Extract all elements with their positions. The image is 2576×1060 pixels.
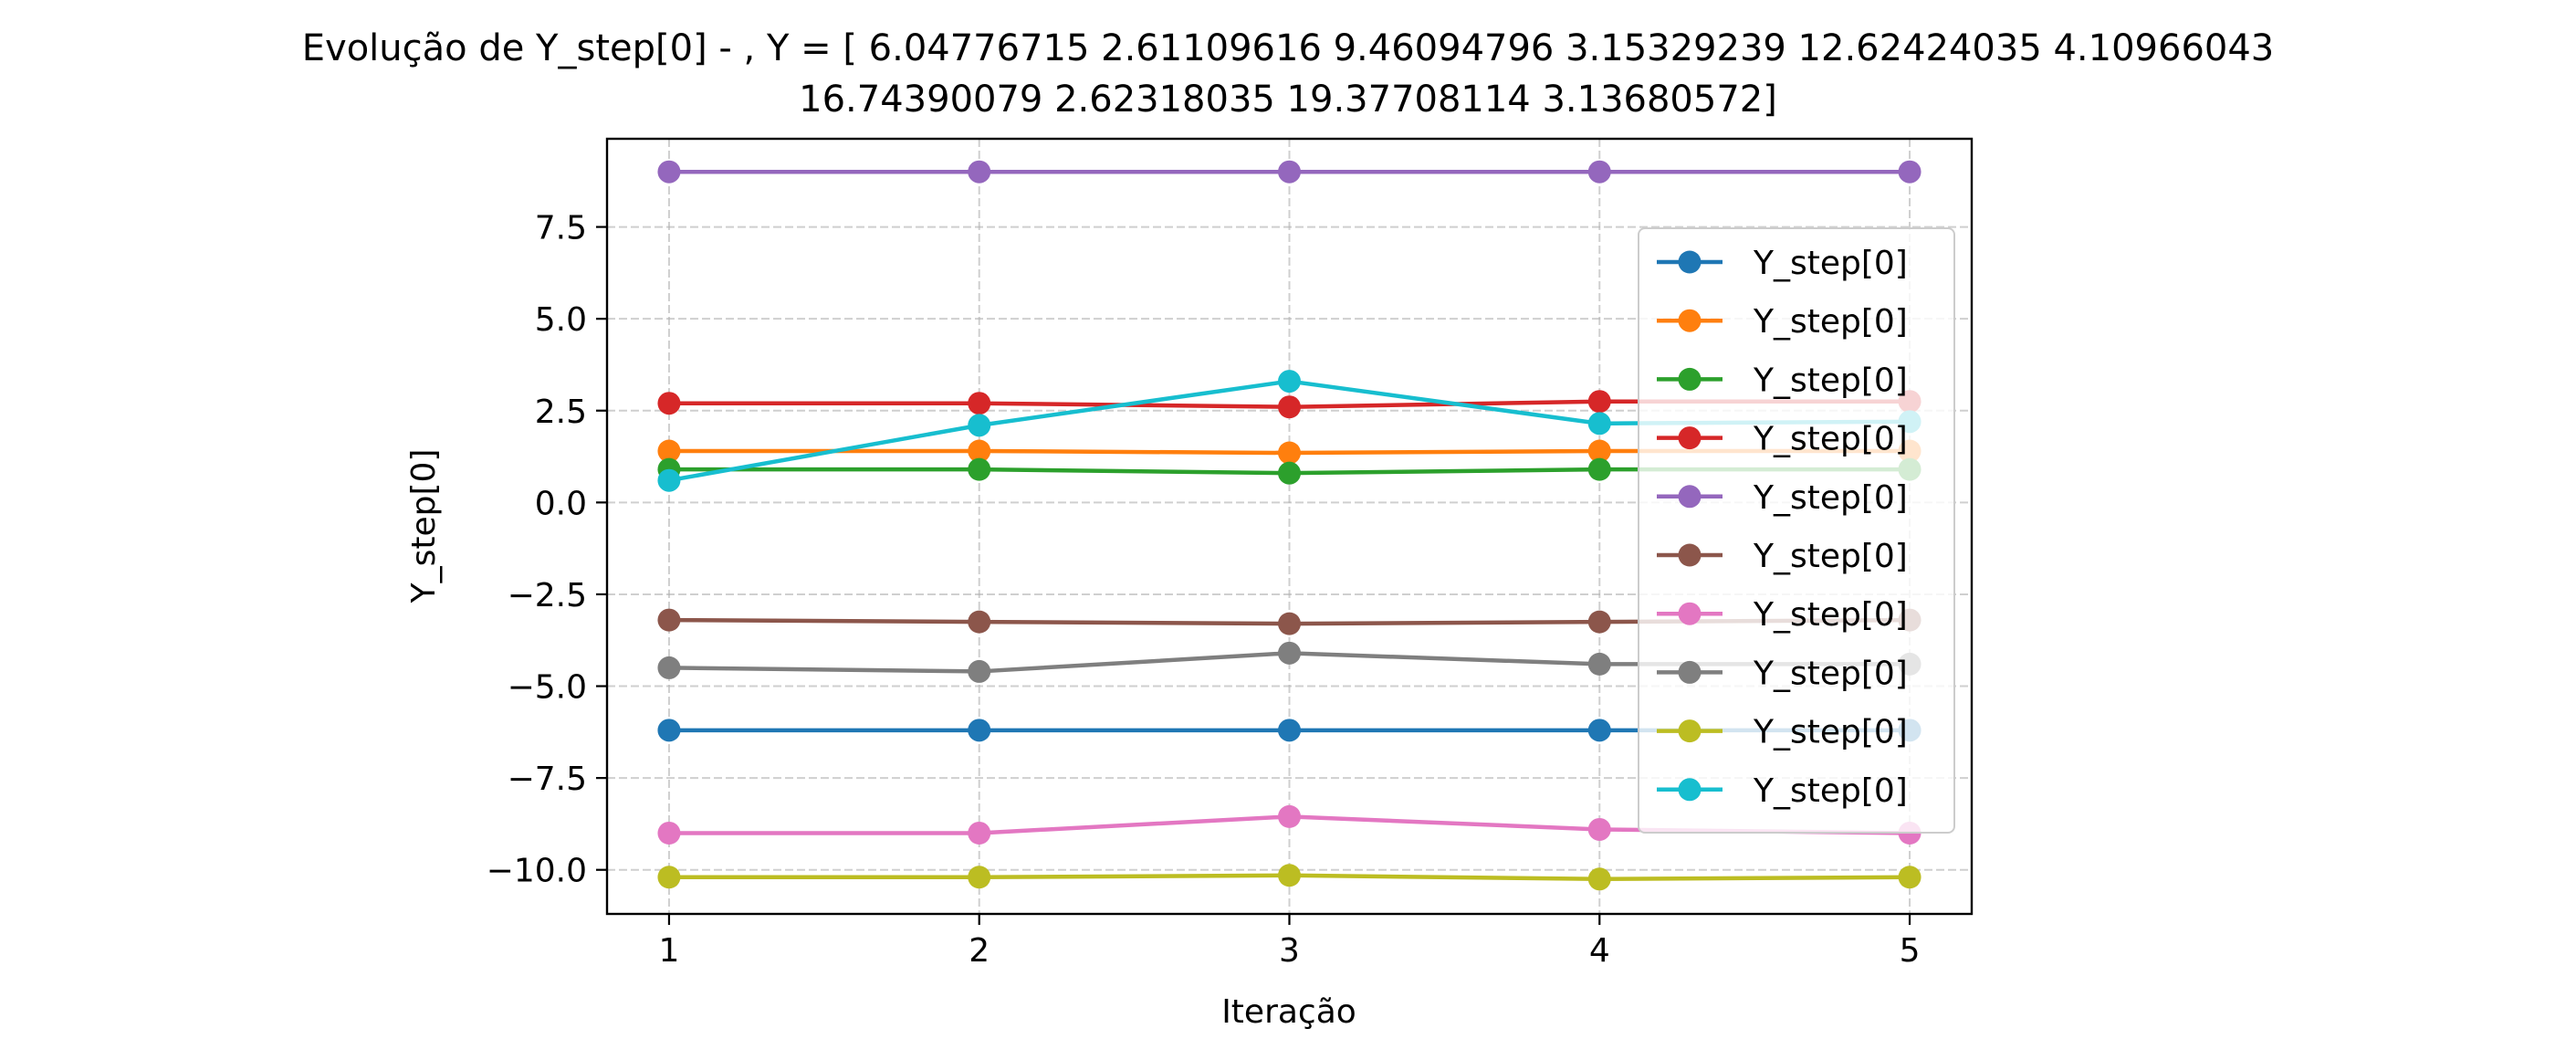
data-point bbox=[657, 821, 681, 845]
data-point bbox=[657, 468, 681, 492]
legend-label: Y_step[0] bbox=[1753, 245, 1908, 282]
legend-entry: Y_step[0] bbox=[1657, 772, 1908, 810]
legend: Y_step[0] Y_step[0] Y_step[0] Y_step[0] Y_st… bbox=[1638, 227, 1955, 834]
data-point bbox=[1587, 719, 1611, 742]
data-point bbox=[1278, 612, 1301, 635]
chart-title-line-2: 16.74390079 2.62318035 19.37708114 3.136… bbox=[799, 79, 1777, 121]
legend-label: Y_step[0] bbox=[1753, 714, 1908, 751]
data-point bbox=[1587, 610, 1611, 634]
y-tick-label: −5.0 bbox=[508, 669, 587, 707]
data-point bbox=[1898, 866, 1922, 889]
legend-marker bbox=[1678, 367, 1702, 391]
data-point bbox=[968, 659, 991, 683]
chart-title-line-1: Evolução de Y_step[0] - , Y = [ 6.047767… bbox=[302, 27, 2274, 69]
legend-entry: Y_step[0] bbox=[1657, 362, 1908, 399]
y-axis-label: Y_step[0] bbox=[405, 449, 443, 604]
data-point bbox=[968, 160, 991, 184]
x-tick-label: 1 bbox=[659, 932, 680, 970]
legend-entry: Y_step[0] bbox=[1657, 596, 1908, 634]
y-tick-label: −7.5 bbox=[508, 761, 587, 798]
data-point bbox=[1587, 817, 1611, 841]
legend-label: Y_step[0] bbox=[1753, 538, 1908, 575]
x-axis-label: Iteração bbox=[1221, 993, 1356, 1031]
y-axis: 7.5 5.0 2.5 0.0 −2.5 −5.0 −7.5 −10.0 bbox=[487, 210, 607, 890]
data-point bbox=[657, 656, 681, 679]
x-tick-label: 3 bbox=[1279, 932, 1300, 970]
series-5 bbox=[657, 160, 1922, 184]
data-point bbox=[1278, 160, 1301, 184]
legend-entry: Y_step[0] bbox=[1657, 479, 1908, 517]
data-point bbox=[968, 821, 991, 845]
legend-label: Y_step[0] bbox=[1753, 655, 1908, 692]
legend-marker bbox=[1678, 719, 1702, 743]
legend-marker bbox=[1678, 485, 1702, 509]
data-point bbox=[968, 457, 991, 481]
legend-marker bbox=[1678, 602, 1702, 625]
data-point bbox=[657, 608, 681, 632]
data-point bbox=[1587, 867, 1611, 891]
data-point bbox=[1898, 160, 1922, 184]
data-point bbox=[657, 439, 681, 463]
data-point bbox=[1587, 160, 1611, 184]
series-9 bbox=[657, 864, 1922, 891]
data-point bbox=[968, 439, 991, 463]
legend-entry: Y_step[0] bbox=[1657, 714, 1908, 751]
y-tick-label: −2.5 bbox=[508, 577, 587, 614]
data-point bbox=[657, 719, 681, 742]
y-tick-label: 7.5 bbox=[535, 210, 587, 247]
legend-marker bbox=[1678, 426, 1702, 450]
legend-label: Y_step[0] bbox=[1753, 479, 1908, 517]
legend-label: Y_step[0] bbox=[1753, 303, 1908, 341]
data-point bbox=[657, 392, 681, 415]
data-point bbox=[1587, 652, 1611, 676]
data-point bbox=[1587, 457, 1611, 481]
x-tick-label: 2 bbox=[969, 932, 990, 970]
legend-marker bbox=[1678, 250, 1702, 274]
x-axis: 1 2 3 4 5 bbox=[659, 914, 1921, 970]
data-point bbox=[1587, 412, 1611, 436]
legend-label: Y_step[0] bbox=[1753, 421, 1908, 458]
legend-marker bbox=[1678, 778, 1702, 802]
data-point bbox=[1278, 719, 1301, 742]
data-point bbox=[1587, 390, 1611, 414]
data-point bbox=[1278, 441, 1301, 465]
legend-marker bbox=[1678, 309, 1702, 332]
x-tick-label: 5 bbox=[1900, 932, 1921, 970]
data-point bbox=[968, 719, 991, 742]
legend-label: Y_step[0] bbox=[1753, 362, 1908, 399]
data-point bbox=[657, 160, 681, 184]
data-point bbox=[1587, 439, 1611, 463]
data-point bbox=[968, 414, 991, 437]
legend-label: Y_step[0] bbox=[1753, 772, 1908, 810]
data-point bbox=[1278, 395, 1301, 419]
x-tick-label: 4 bbox=[1589, 932, 1610, 970]
legend-entry: Y_step[0] bbox=[1657, 421, 1908, 458]
y-tick-label: 5.0 bbox=[535, 301, 587, 339]
data-point bbox=[1278, 461, 1301, 485]
y-tick-label: 0.0 bbox=[535, 485, 587, 522]
data-point bbox=[1278, 864, 1301, 887]
data-point bbox=[968, 392, 991, 415]
data-point bbox=[1278, 641, 1301, 665]
legend-entry: Y_step[0] bbox=[1657, 655, 1908, 692]
legend-marker bbox=[1678, 543, 1702, 567]
legend-marker bbox=[1678, 660, 1702, 684]
data-point bbox=[1278, 370, 1301, 394]
data-point bbox=[968, 610, 991, 634]
data-point bbox=[968, 866, 991, 889]
legend-entry: Y_step[0] bbox=[1657, 303, 1908, 341]
legend-entry: Y_step[0] bbox=[1657, 538, 1908, 575]
y-tick-label: −10.0 bbox=[487, 853, 587, 890]
data-point bbox=[657, 866, 681, 889]
legend-entry: Y_step[0] bbox=[1657, 245, 1908, 282]
data-point bbox=[1278, 804, 1301, 828]
y-tick-label: 2.5 bbox=[535, 394, 587, 431]
legend-label: Y_step[0] bbox=[1753, 596, 1908, 634]
